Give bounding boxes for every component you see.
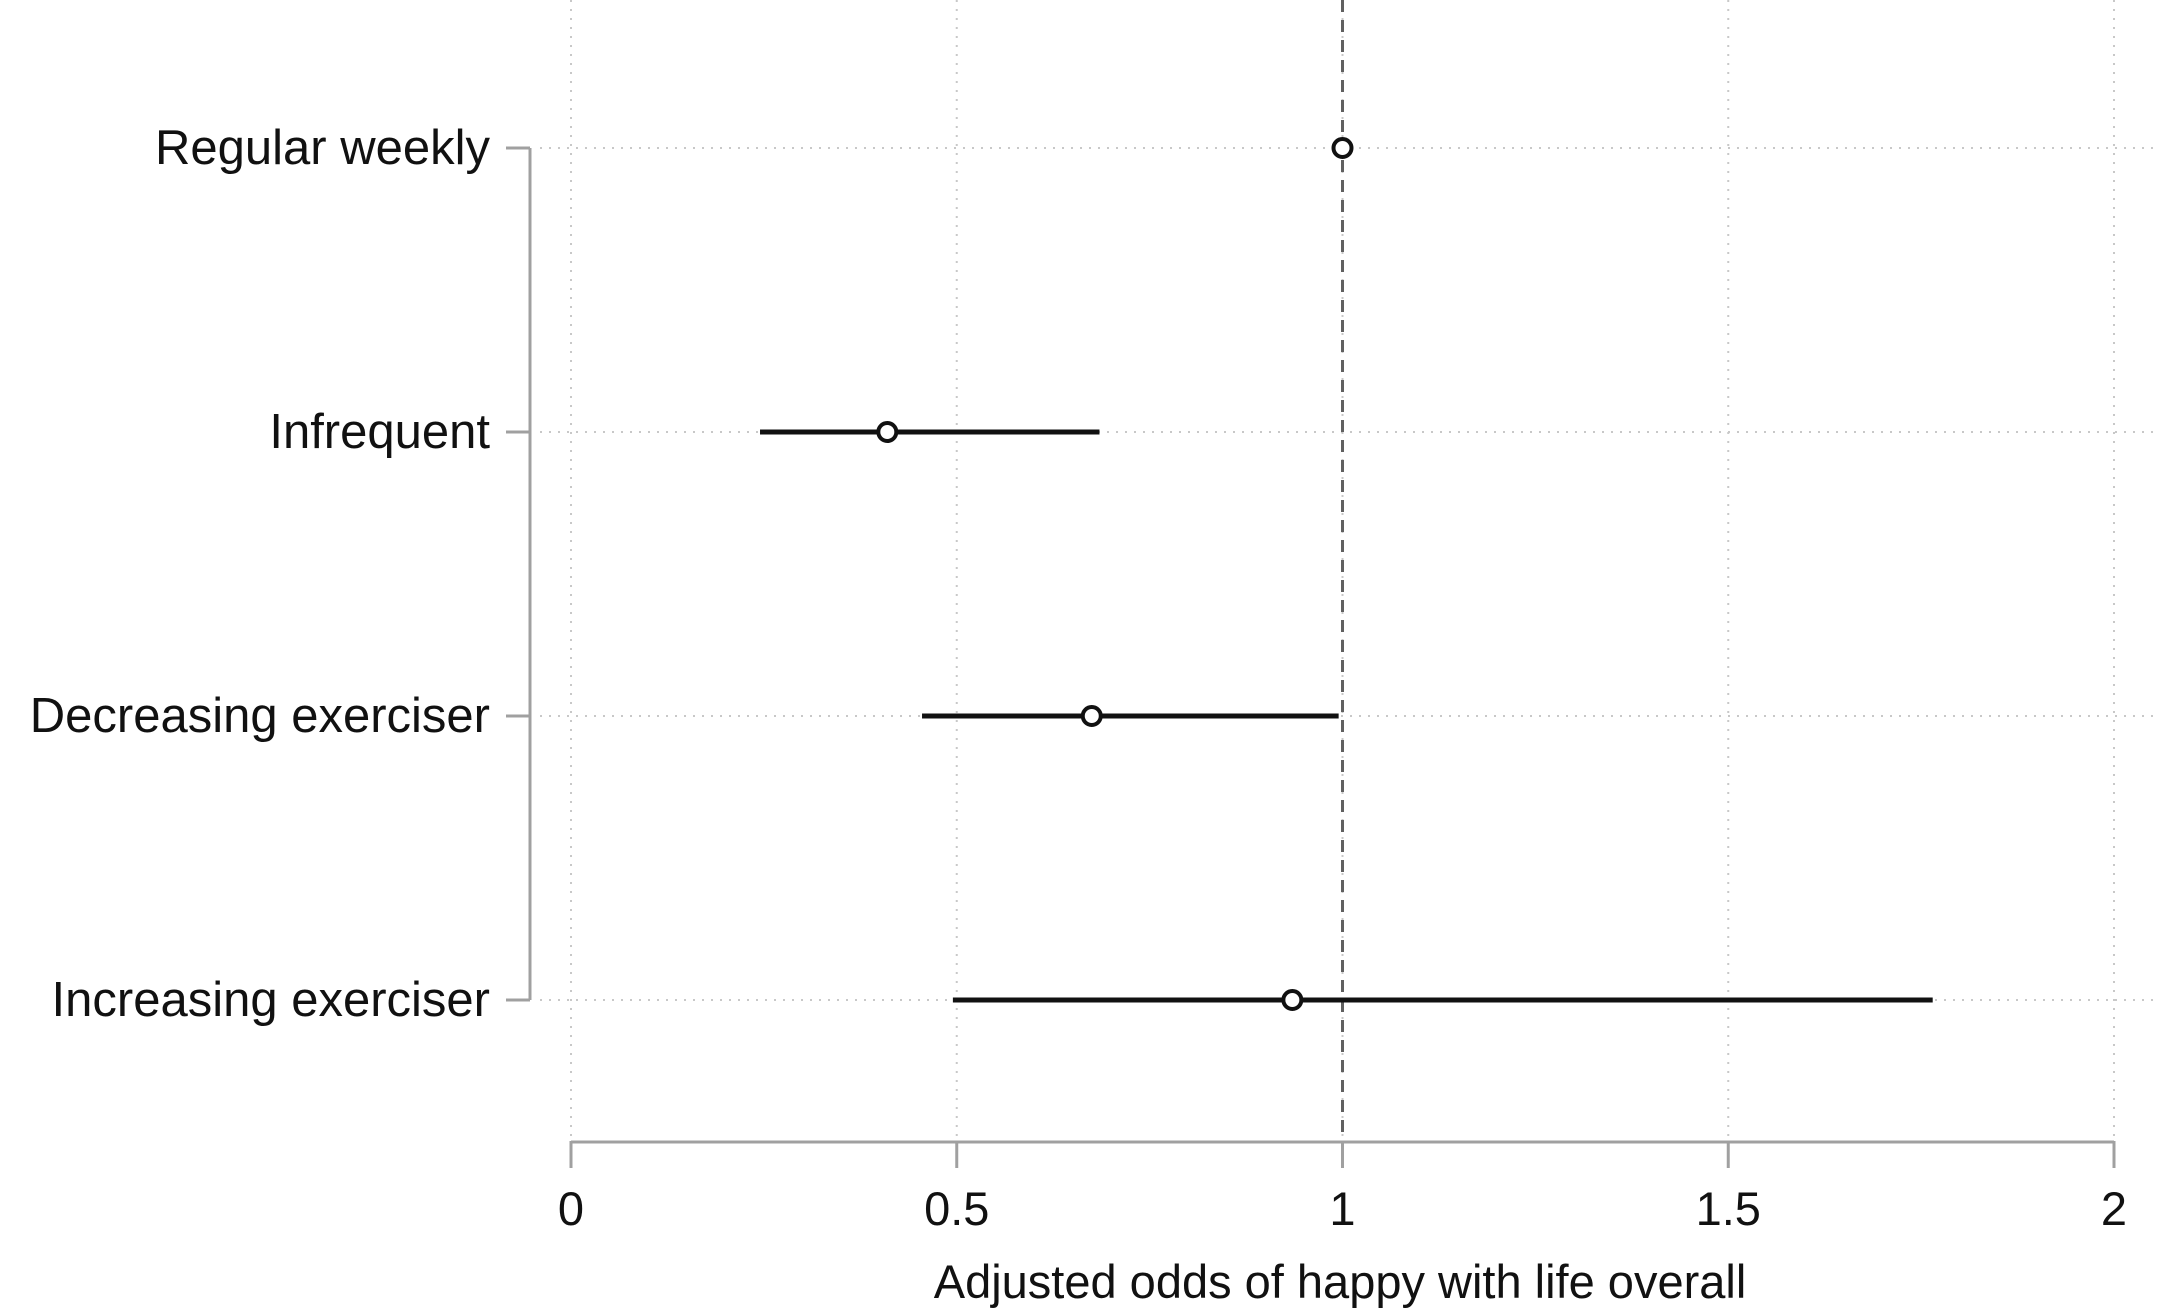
x-tick-label: 0	[558, 1182, 584, 1235]
x-tick-label: 1	[1329, 1182, 1355, 1235]
x-tick-label: 0.5	[924, 1182, 989, 1235]
category-label: Increasing exerciser	[52, 973, 490, 1027]
data-marks	[760, 137, 1933, 1011]
point-estimate	[1331, 137, 1354, 159]
category-label: Regular weekly	[155, 121, 490, 175]
axes	[506, 146, 2116, 1168]
x-tick-label: 1.5	[1696, 1182, 1761, 1235]
category-label: Infrequent	[269, 405, 490, 459]
point-estimate	[1080, 705, 1103, 727]
category-label: Decreasing exerciser	[30, 689, 490, 743]
x-tick-label: 2	[2101, 1182, 2127, 1235]
x-axis-title: Adjusted odds of happy with life overall	[934, 1255, 1747, 1308]
point-estimate	[876, 421, 899, 443]
grid-lines	[540, 0, 2159, 1138]
labels: 0 0.5 1 1.5 2 Regular weekly Infrequent Decreas…	[30, 121, 2127, 1235]
point-estimate	[1281, 989, 1304, 1011]
